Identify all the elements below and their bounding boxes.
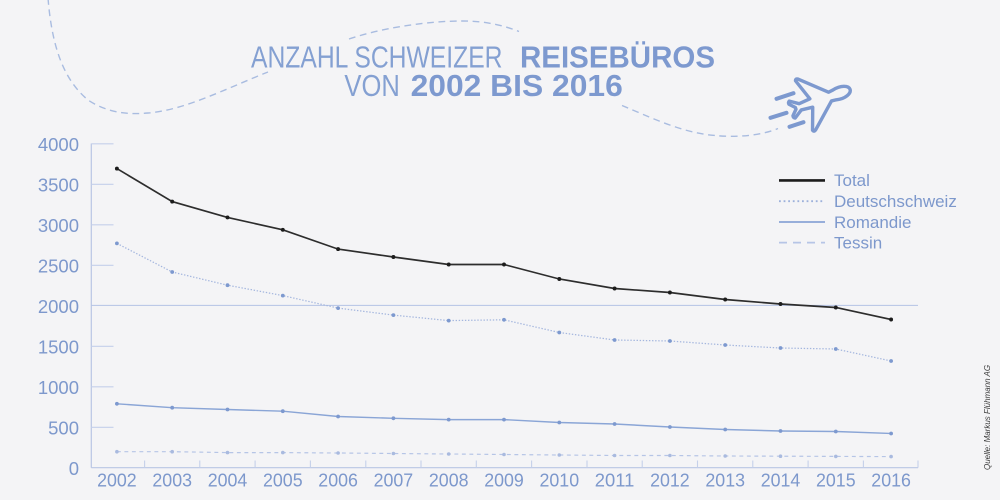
svg-text:1500: 1500 <box>38 337 79 358</box>
svg-text:2006: 2006 <box>318 470 358 491</box>
svg-text:2004: 2004 <box>208 470 248 491</box>
svg-text:2003: 2003 <box>152 470 192 491</box>
svg-text:2013: 2013 <box>705 470 745 491</box>
svg-text:1000: 1000 <box>38 377 79 398</box>
svg-text:Deutschschweiz: Deutschschweiz <box>834 192 957 211</box>
svg-text:2015: 2015 <box>816 470 856 491</box>
svg-text:2016: 2016 <box>871 470 911 491</box>
svg-text:Quelle: Markus Flühmann AG: Quelle: Markus Flühmann AG <box>983 365 992 470</box>
svg-text:3500: 3500 <box>38 175 79 196</box>
svg-text:2014: 2014 <box>761 470 801 491</box>
svg-text:4000: 4000 <box>38 134 79 155</box>
svg-text:500: 500 <box>48 418 79 439</box>
svg-text:2012: 2012 <box>650 470 690 491</box>
svg-text:REISEBÜROS: REISEBÜROS <box>520 40 715 75</box>
svg-text:Total: Total <box>834 171 870 190</box>
svg-text:2010: 2010 <box>540 470 580 491</box>
svg-text:2011: 2011 <box>595 470 635 491</box>
svg-text:2005: 2005 <box>263 470 303 491</box>
svg-text:2008: 2008 <box>429 470 469 491</box>
svg-text:3000: 3000 <box>38 215 79 236</box>
svg-text:2009: 2009 <box>484 470 524 491</box>
svg-text:2007: 2007 <box>374 470 414 491</box>
svg-text:Tessin: Tessin <box>834 233 882 252</box>
svg-text:2002: 2002 <box>97 470 137 491</box>
svg-text:ANZAHL SCHWEIZER: ANZAHL SCHWEIZER <box>251 40 503 75</box>
svg-text:VON: VON <box>344 68 399 103</box>
svg-text:0: 0 <box>69 458 79 479</box>
svg-text:2000: 2000 <box>38 296 79 317</box>
svg-text:2002 BIS 2016: 2002 BIS 2016 <box>411 68 623 103</box>
svg-text:2500: 2500 <box>38 256 79 277</box>
svg-text:Romandie: Romandie <box>834 213 912 232</box>
